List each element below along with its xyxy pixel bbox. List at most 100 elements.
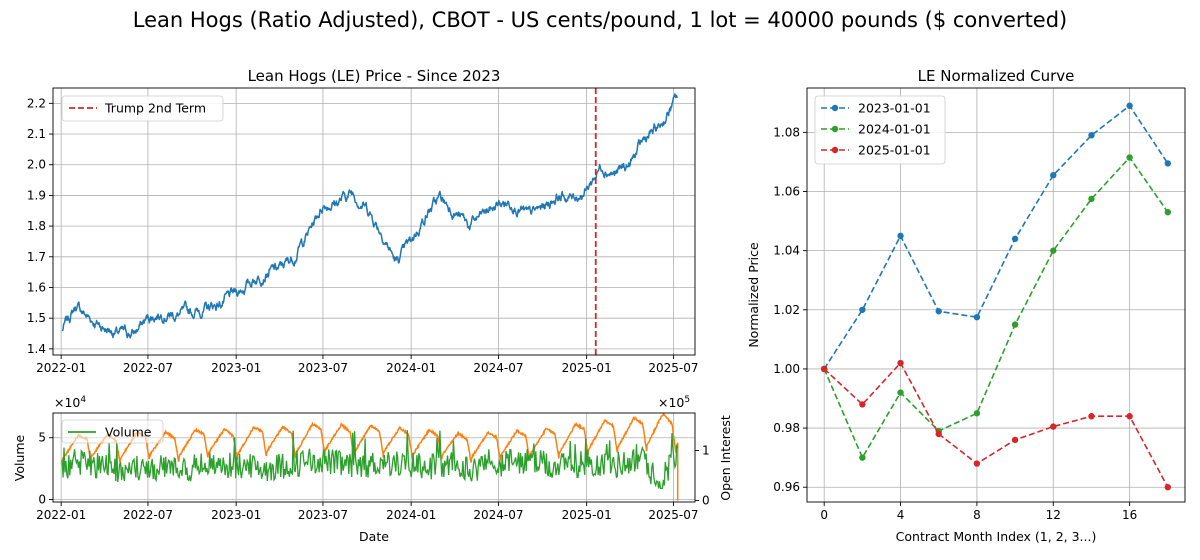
volume-line [61,430,679,490]
curve-y-tick-label: 1.00 [773,362,800,376]
curve-point-2024-01-01 [1011,321,1019,328]
price-y-tick-label: 1.9 [27,188,46,202]
price-y-tick-label: 1.6 [27,280,46,294]
curve-point-2025-01-01 [1011,436,1019,444]
curve-x-ticks: 0 4 8 12 16 [820,502,1137,522]
curve-legend-label: 2024-01-01 [858,122,931,137]
open-interest-y-label: Open Interest [718,415,733,501]
curve-y-tick-label: 0.98 [773,421,800,435]
curve-point-2024-01-01 [973,410,981,417]
volume-x-tick-label: 2024-01 [386,508,436,522]
volume-plot-frame [52,412,696,503]
curve-series [820,102,1172,491]
price-legend-label: Trump 2nd Term [104,101,206,116]
curve-legend-marker [831,146,839,154]
curve-legend: 2023-01-01 2024-01-01 2025-01-01 [814,95,946,165]
curve-y-tick-label: 1.04 [773,244,800,258]
price-plot-frame [52,87,696,356]
volume-y-tick-label: 0 [38,493,46,507]
price-x-ticks: 2022-01 2022-07 2023-01 2023-07 2024-01 2024-… [36,355,698,375]
price-line [61,93,679,339]
price-y-ticks: 1.4 1.5 1.6 1.7 1.8 1.9 2.0 2.1 2.2 [27,96,53,356]
price-y-tick-label: 2.0 [27,158,46,172]
volume-x-tick-label: 2023-07 [298,508,348,522]
price-x-tick-label: 2024-01 [386,361,436,375]
curve-point-2023-01-01 [859,306,866,313]
price-y-tick-label: 1.5 [27,311,46,325]
curve-legend-label: 2023-01-01 [858,101,931,116]
curve-point-2023-01-01 [1011,235,1019,243]
curve-y-ticks: 0.96 0.98 1.00 1.02 1.04 1.06 1.08 [773,125,807,494]
curve-point-2025-01-01 [897,359,904,367]
curve-line-2025-01-01 [823,361,1169,488]
curve-line-2023-01-01 [823,104,1169,370]
curve-point-2025-01-01 [820,365,828,373]
price-x-tick-label: 2025-01 [562,361,612,375]
curve-point-2023-01-01 [897,232,904,240]
price-legend: Trump 2nd Term [61,95,224,122]
volume-chart: 2022-01 2022-07 2023-01 2023-07 2024-01 2024-… [12,395,733,544]
curve-line-2024-01-01 [823,156,1169,460]
volume-x-tick-label: 2025-01 [562,508,612,522]
price-y-tick-label: 2.1 [27,127,46,141]
curve-point-2025-01-01 [935,430,942,438]
volume-x-tick-label: 2022-01 [36,508,86,522]
volume-x-tick-label: 2024-07 [473,508,523,522]
open-interest-y-scale: ×105 [658,395,690,410]
price-grid [53,88,695,355]
price-y-tick-label: 1.8 [27,219,46,233]
open-interest-y-ticks: 01 [695,444,710,508]
curve-legend-marker [831,125,839,133]
price-x-tick-label: 2023-01 [211,361,261,375]
curve-point-2024-01-01 [859,454,866,461]
curve-point-2023-01-01 [1126,102,1133,109]
volume-legend-label: Volume [105,425,152,440]
curve-point-2023-01-01 [1088,132,1095,139]
normalized-curve-chart: LE Normalized Curve 0 4 8 12 16 0.96 0.98 1.00… [746,67,1186,544]
curve-plot-frame [806,87,1186,503]
curve-x-tick-label: 16 [1122,508,1137,522]
curve-x-tick-label: 0 [820,508,828,522]
curve-y-tick-label: 1.02 [773,303,800,317]
volume-x-tick-label: 2025-07 [648,508,698,522]
curve-point-2023-01-01 [1164,160,1172,167]
volume-y-ticks: 05 [38,431,53,507]
curve-x-label: Contract Month Index (1, 2, 3...) [896,529,1097,544]
curve-point-2025-01-01 [1088,413,1095,420]
curve-point-2025-01-01 [973,460,981,467]
figure-suptitle: Lean Hogs (Ratio Adjusted), CBOT - US ce… [133,8,1068,32]
curve-y-tick-label: 1.08 [773,125,800,139]
curve-point-2024-01-01 [1050,247,1057,254]
curve-point-2025-01-01 [1050,423,1057,430]
open-interest-line [61,412,679,501]
price-chart-title: Lean Hogs (LE) Price - Since 2023 [248,67,501,85]
price-x-tick-label: 2022-07 [123,361,173,375]
curve-chart-title: LE Normalized Curve [918,67,1075,85]
curve-point-2023-01-01 [1050,172,1057,179]
curve-y-label: Normalized Price [746,242,761,348]
curve-point-2024-01-01 [1126,154,1133,161]
curve-x-tick-label: 4 [897,508,905,522]
curve-point-2023-01-01 [935,308,942,315]
price-chart: Lean Hogs (LE) Price - Since 2023 2022-0… [27,67,699,375]
price-x-tick-label: 2023-07 [298,361,348,375]
volume-x-label: Date [359,529,389,544]
curve-point-2024-01-01 [1088,195,1095,203]
price-y-tick-label: 1.4 [27,342,46,356]
volume-series [61,412,679,501]
price-y-tick-label: 2.2 [27,96,46,110]
volume-x-ticks: 2022-01 2022-07 2023-01 2023-07 2024-01 2024-… [36,502,698,522]
volume-legend: Volume [61,419,164,444]
curve-y-tick-label: 0.96 [773,480,800,494]
price-x-tick-label: 2025-07 [648,361,698,375]
volume-y-scale: ×104 [54,395,86,410]
curve-x-tick-label: 8 [973,508,981,522]
price-y-tick-label: 1.7 [27,250,46,264]
price-x-tick-label: 2024-07 [473,361,523,375]
volume-x-tick-label: 2022-07 [123,508,173,522]
curve-point-2025-01-01 [1164,484,1172,491]
curve-legend-marker [831,104,839,112]
curve-x-tick-label: 12 [1046,508,1061,522]
volume-y-tick-label: 5 [38,431,46,445]
curve-point-2025-01-01 [859,401,866,408]
